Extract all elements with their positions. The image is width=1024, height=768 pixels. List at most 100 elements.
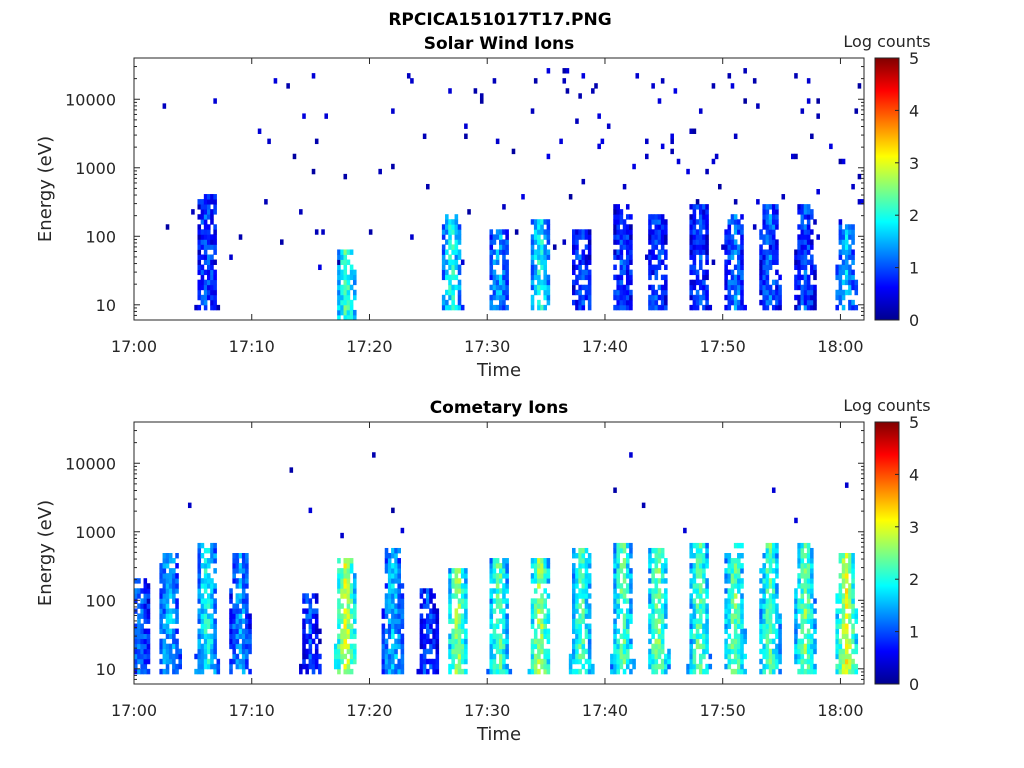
- spectrogram-cell: [771, 588, 776, 594]
- spectrogram-cell: [692, 128, 697, 134]
- spectrogram-cell: [318, 663, 322, 670]
- spectrogram-cell: [771, 542, 776, 549]
- spectrogram-cell: [172, 588, 176, 594]
- spectrogram-cell: [343, 563, 348, 569]
- spectrogram-cell: [448, 603, 452, 609]
- spectrogram-cell: [213, 229, 217, 235]
- spectrogram-cell: [851, 593, 855, 599]
- spectrogram-cell: [797, 553, 801, 559]
- spectrogram-cell: [213, 224, 217, 230]
- spectrogram-cell: [165, 563, 170, 569]
- spectrogram-cell: [203, 229, 208, 235]
- spectrogram-cell: [613, 588, 617, 594]
- colorbar-tick-label: 2: [909, 206, 919, 225]
- spectrogram-cell: [689, 618, 693, 624]
- spectrogram-cell: [765, 598, 770, 604]
- spectrogram-cell: [346, 563, 351, 569]
- spectrogram-cell: [702, 289, 706, 296]
- spectrogram-cell: [429, 643, 433, 650]
- spectrogram-cell: [848, 618, 852, 624]
- spectrogram-cell: [492, 633, 497, 640]
- spectrogram-cell: [353, 598, 357, 604]
- spectrogram-cell: [533, 613, 538, 619]
- spectrogram-cell: [651, 83, 655, 89]
- colorbar-tick-label: 1: [909, 259, 919, 278]
- spectrogram-cell: [664, 289, 668, 296]
- spectrogram-cell: [213, 204, 217, 210]
- spectrogram-cell: [813, 608, 817, 614]
- spectrogram-cell: [448, 668, 452, 675]
- spectrogram-cell: [838, 249, 843, 255]
- spectrogram-cell: [654, 239, 659, 245]
- spectrogram-cell: [810, 558, 814, 564]
- spectrogram-cell: [400, 668, 405, 675]
- spectrogram-cell: [530, 239, 535, 245]
- spectrogram-cell: [806, 289, 811, 296]
- spectrogram-cell: [584, 603, 589, 609]
- spectrogram-cell: [165, 593, 170, 599]
- spectrogram-cell: [159, 608, 163, 614]
- spectrogram-cell: [502, 239, 506, 245]
- spectrogram-cell: [771, 289, 776, 296]
- spectrogram-cell: [505, 289, 509, 296]
- spectrogram-cell: [591, 88, 595, 94]
- spectrogram-cell: [765, 658, 770, 665]
- spectrogram-cell: [619, 289, 624, 296]
- spectrogram-cell: [625, 259, 630, 265]
- spectrogram-cell: [432, 658, 436, 665]
- spectrogram-cell: [546, 608, 551, 614]
- spectrogram-cell: [664, 588, 668, 594]
- spectrogram-cell: [660, 658, 665, 665]
- colorbar-tick-label: 1: [909, 623, 919, 642]
- spectrogram-cell: [159, 638, 163, 645]
- spectrogram-cell: [625, 294, 630, 301]
- spectrogram-cell: [803, 603, 808, 609]
- spectrogram-cell: [705, 274, 709, 281]
- spectrogram-cell: [730, 269, 735, 276]
- spectrogram-cell: [340, 628, 344, 635]
- spectrogram-cell: [613, 553, 617, 559]
- spectrogram-cell: [737, 284, 741, 291]
- spectrogram-cell: [140, 623, 144, 629]
- spectrogram-cell: [337, 643, 341, 650]
- spectrogram-cell: [213, 299, 217, 306]
- spectrogram-cell: [530, 234, 535, 240]
- spectrogram-cell: [651, 229, 655, 235]
- spectrogram-cell: [613, 663, 617, 670]
- spectrogram-cell: [241, 563, 246, 569]
- spectrogram-cell: [848, 279, 852, 286]
- spectrogram-cell: [451, 229, 455, 235]
- spectrogram-cell: [505, 234, 509, 240]
- spectrogram-cell: [464, 133, 468, 140]
- spectrogram-cell: [800, 658, 805, 665]
- spectrogram-cell: [134, 593, 138, 599]
- spectrogram-cell: [495, 289, 500, 296]
- spectrogram-cell: [810, 133, 814, 140]
- spectrogram-cell: [844, 658, 849, 665]
- spectrogram-cell: [489, 274, 494, 281]
- spectrogram-cell: [143, 578, 148, 584]
- spectrogram-cell: [797, 563, 801, 569]
- spectrogram-cell: [337, 264, 341, 271]
- spectrogram-cell: [457, 299, 462, 306]
- spectrogram-cell: [765, 613, 770, 619]
- spectrogram-cell: [229, 608, 233, 614]
- spectrogram-cell: [435, 633, 440, 640]
- spectrogram-cell: [648, 603, 652, 609]
- spectrogram-cell: [619, 608, 624, 614]
- spectrogram-cell: [689, 284, 693, 291]
- spectrogram-cell: [391, 628, 395, 635]
- spectrogram-cell: [543, 254, 547, 260]
- spectrogram-cell: [197, 563, 202, 569]
- spectrogram-cell: [203, 633, 208, 640]
- spectrogram-cell: [311, 628, 316, 635]
- spectrogram-cell: [460, 568, 465, 574]
- spectrogram-cell: [810, 289, 814, 296]
- spectrogram-cell: [448, 618, 452, 624]
- spectrogram-cell: [778, 623, 782, 629]
- spectrogram-cell: [616, 249, 620, 255]
- spectrogram-cell: [797, 603, 801, 609]
- spectrogram-cell: [654, 244, 659, 250]
- spectrogram-cell: [543, 304, 547, 311]
- spectrogram-cell: [660, 249, 665, 255]
